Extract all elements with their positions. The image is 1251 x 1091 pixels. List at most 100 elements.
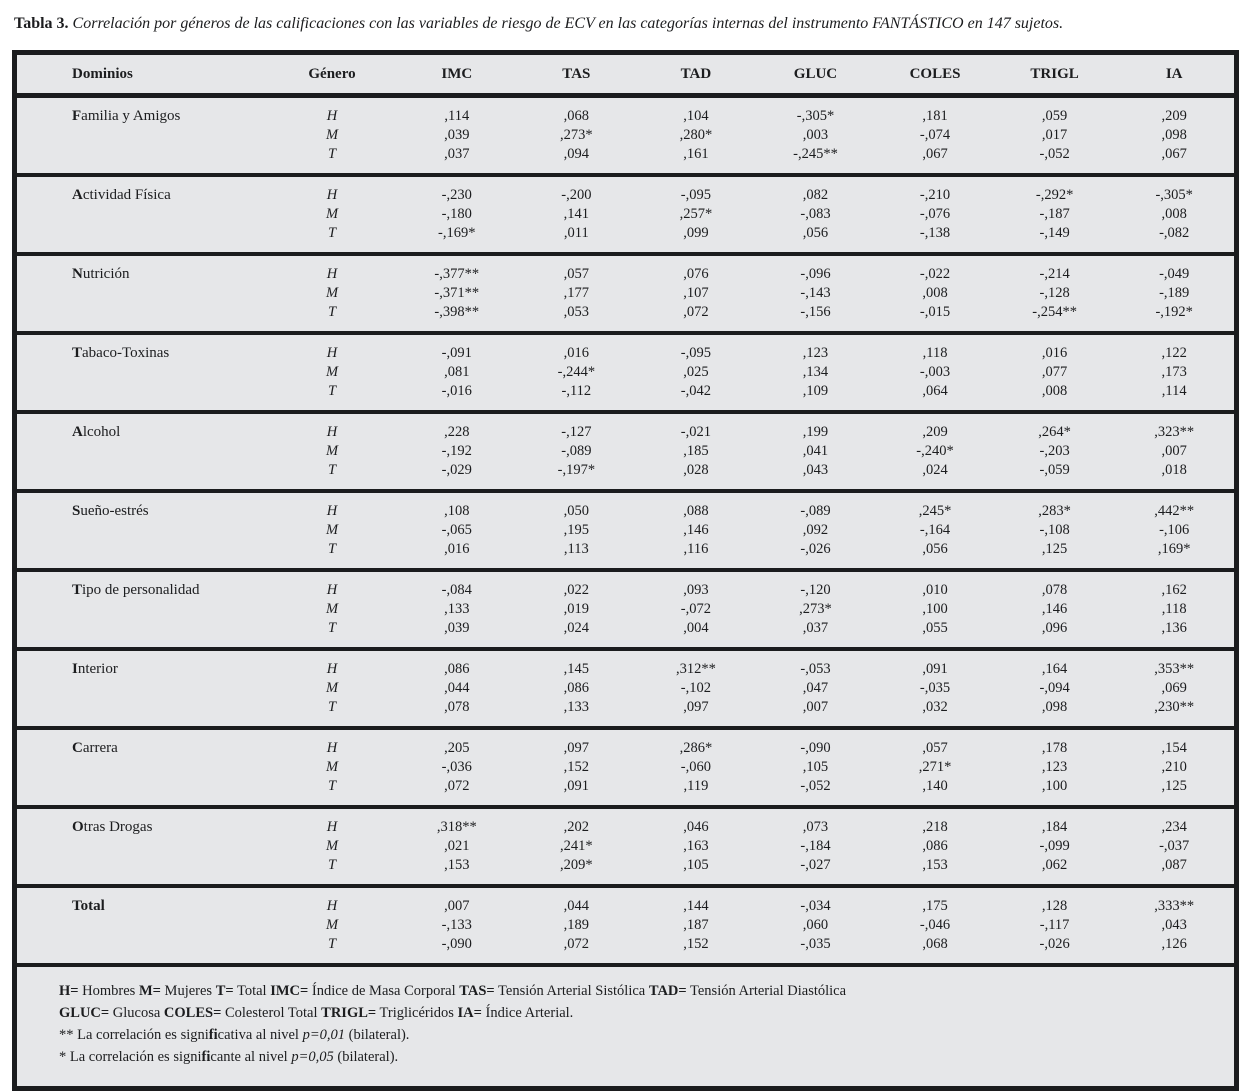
table-cell: ,144 [636, 884, 756, 916]
table-cell: ,008 [1041, 383, 1068, 399]
table-cell: ,209 [1161, 108, 1187, 124]
footnote-segment: COLES= [163, 1005, 222, 1021]
table-cell: ,098 [1161, 127, 1187, 143]
table-cell: -,254** [1032, 304, 1077, 320]
table-cell: ,173 [1161, 364, 1187, 380]
table-cell: ,181 [922, 108, 948, 124]
table-cell: -,214 [994, 252, 1115, 284]
table-cell: ,021 [444, 838, 470, 854]
table-cell: ,323** [1114, 410, 1234, 442]
table-cell: ,088 [636, 489, 756, 521]
gender-cell: T [327, 699, 337, 715]
footnote-segment: Hombres [78, 983, 139, 999]
table-cell: ,140 [922, 778, 948, 794]
table-cell: -,095 [636, 331, 756, 363]
table-cell: ,077 [1041, 364, 1068, 380]
table-cell: ,114 [444, 108, 470, 124]
table-cell: ,093 [636, 568, 756, 600]
table-row: Familia y Amigos H ,114 ,068 ,104 -,305* ,181,… [17, 96, 1234, 127]
domain-cell: Interior [17, 647, 267, 728]
table-cell: ,218 [875, 805, 995, 837]
table-cell: -,094 [1039, 680, 1070, 696]
column-header: IA [1114, 55, 1234, 98]
table-cell: ,134 [802, 364, 829, 380]
table-cell: -,046 [919, 917, 951, 933]
footnote-segment: Colesterol Total [221, 1005, 322, 1021]
table-cell: -,003 [919, 364, 951, 380]
gender-cell: M [325, 127, 339, 143]
table-cell: -,120 [755, 568, 876, 600]
table-cell: ,011 [563, 225, 589, 241]
domain-cell: Carrera [17, 726, 267, 807]
table-cell: -,082 [1159, 225, 1190, 241]
table-cell: ,078 [994, 568, 1115, 600]
table-cell: ,128 [994, 884, 1115, 916]
gender-cell: M [325, 759, 339, 775]
footnote-segment: Total [233, 983, 271, 999]
table-cell: ,145 [516, 647, 637, 679]
footnote-line: H= Hombres M= Mujeres T= Total IMC= Índi… [59, 980, 1204, 1002]
table-cell: ,100 [1041, 778, 1068, 794]
table-cell: ,081 [444, 364, 470, 380]
gender-cell: H [267, 173, 397, 205]
column-header: Género [267, 55, 397, 98]
table-header: Dominios Género IMC TAS TAD GLUC COLES TRIGL IA [17, 55, 1234, 98]
footnote-segment: M= [138, 983, 161, 999]
footnote-segment: Mujeres [160, 983, 216, 999]
domain-cell: Otras Drogas [17, 805, 267, 886]
table-cell: ,100 [922, 601, 948, 617]
table-cell: -,371** [434, 285, 480, 301]
table-row: Total H ,007,044,144 -,034,175,128,333** [17, 884, 1234, 963]
table-cell: ,003 [802, 127, 829, 143]
table-cell: ,099 [683, 225, 709, 241]
gender-cell: T [327, 541, 337, 557]
table-row: M -,133 ,189 ,187 ,060 -,046 -,117 ,043 [17, 916, 1234, 935]
table-cell: -,143 [800, 285, 831, 301]
table-cell: ,086 [922, 838, 948, 854]
table-cell: ,105 [683, 857, 709, 873]
table-cell: ,046 [636, 805, 756, 837]
table-cell: ,097 [683, 699, 709, 715]
table-cell: -,200 [516, 173, 637, 205]
table-cell: -,089 [561, 443, 592, 459]
table-cell: ,050 [516, 489, 637, 521]
table-cell: -,133 [441, 917, 472, 933]
table-cell: -,377** [397, 252, 517, 284]
table-cell: -,034 [755, 884, 876, 916]
table-row: M ,133 ,019 -,072 ,273* ,100 ,146 ,118 [17, 600, 1234, 619]
footnote-segment: fi [201, 1049, 211, 1065]
footnote-segment: p=0,01 [302, 1027, 346, 1043]
table-cell: -,029 [441, 462, 472, 478]
table-cell: -,184 [800, 838, 831, 854]
header-row: Dominios Género IMC TAS TAD GLUC COLES TRIGL IA [17, 55, 1234, 98]
correlation-table: Dominios Género IMC TAS TAD GLUC COLES TRIGL IA … [17, 55, 1234, 963]
table-cell: ,199 [755, 410, 876, 442]
table-cell: ,056 [922, 541, 948, 557]
table-cell: ,230** [1154, 699, 1195, 715]
table-cell: ,264* [994, 410, 1115, 442]
footnote-segment: TAS= [459, 983, 495, 999]
table-row: M -,036 ,152 -,060 ,105 ,271* ,123 ,210 [17, 758, 1234, 777]
table-cell: ,153 [444, 857, 470, 873]
table-row: T -,398** ,053 ,072 -,156 -,015 -,254** -,192* [17, 303, 1234, 333]
table-cell: -,210 [875, 173, 995, 205]
gender-cell: M [325, 680, 339, 696]
table-cell: -,053 [755, 647, 876, 679]
table-cell: ,133 [444, 601, 470, 617]
table-cell: ,154 [1114, 726, 1234, 758]
table-cell: -,036 [441, 759, 472, 775]
column-header: TAD [636, 55, 756, 98]
table-cell: ,059 [1041, 108, 1068, 124]
table-row: M ,039 ,273* ,280* ,003 -,074 ,017 ,098 [17, 126, 1234, 145]
gender-cell: H [267, 252, 397, 284]
table-cell: -,084 [397, 568, 517, 600]
table-cell: -,192 [441, 443, 472, 459]
footnote-segment: (bilateral). [345, 1027, 410, 1043]
table-row: T ,153 ,209* ,105 -,027 ,153 ,062 ,087 [17, 856, 1234, 886]
footnote-segment: cativa al nivel [217, 1027, 303, 1043]
table-cell: -,096 [755, 252, 876, 284]
footnote-line: ** La correlación es significativa al ni… [59, 1024, 1204, 1046]
footnote-segment: TRIGL= [321, 1005, 377, 1021]
table-cell: ,141 [563, 206, 590, 222]
table-cell: ,082 [755, 173, 876, 205]
